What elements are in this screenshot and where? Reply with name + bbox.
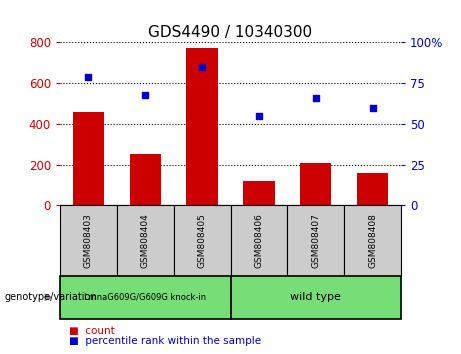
Text: GSM808406: GSM808406 (254, 213, 263, 268)
Text: LmnaG609G/G609G knock-in: LmnaG609G/G609G knock-in (84, 293, 206, 302)
Bar (186, 47, 218, 205)
Point (255, 113, 263, 119)
Bar (300, 162, 331, 205)
Point (85, 74, 92, 80)
Bar (243, 181, 275, 205)
Point (198, 64, 206, 70)
Text: GSM808404: GSM808404 (141, 213, 150, 268)
Text: wild type: wild type (290, 292, 341, 302)
Point (142, 92, 149, 97)
Title: GDS4490 / 10340300: GDS4490 / 10340300 (148, 25, 313, 40)
Text: GSM808403: GSM808403 (84, 213, 93, 268)
Text: ■  count: ■ count (69, 326, 115, 336)
Bar (357, 173, 388, 205)
Point (369, 105, 376, 110)
Text: GSM808408: GSM808408 (368, 213, 377, 268)
Point (312, 95, 319, 101)
Text: ■  percentile rank within the sample: ■ percentile rank within the sample (69, 336, 261, 346)
Text: GSM808407: GSM808407 (311, 213, 320, 268)
Text: GSM808405: GSM808405 (198, 213, 207, 268)
Text: genotype/variation: genotype/variation (5, 292, 97, 302)
Bar (73, 112, 104, 205)
Bar (130, 154, 161, 205)
